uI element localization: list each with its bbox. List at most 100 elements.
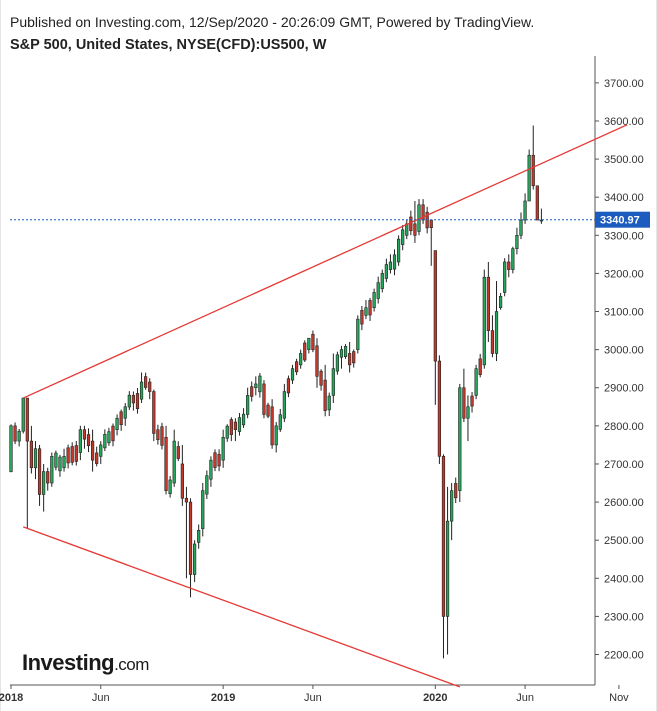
- candle-body: [539, 219, 543, 222]
- candle-body: [13, 425, 17, 442]
- candle-body: [58, 456, 62, 472]
- candle-body: [241, 413, 246, 426]
- candle-body: [115, 417, 119, 430]
- candle-body: [356, 318, 360, 350]
- candle-body: [164, 436, 168, 491]
- y-tick-label: 3700.00: [604, 78, 644, 90]
- y-tick-label: 3600.00: [604, 116, 644, 128]
- candle-body: [372, 292, 376, 309]
- candle-body: [437, 360, 442, 457]
- candle-body: [523, 200, 527, 221]
- y-tick-label: 3400.00: [604, 192, 644, 204]
- candle-body: [229, 419, 233, 435]
- x-tick-label: Jun: [304, 692, 322, 704]
- candle-body: [315, 345, 319, 377]
- candle-body: [123, 406, 127, 419]
- candle-body: [490, 330, 495, 354]
- candle-body: [348, 353, 352, 366]
- candle-body: [250, 386, 254, 397]
- candle-body: [262, 383, 266, 415]
- y-tick-label: 3500.00: [604, 154, 644, 166]
- candle-body: [364, 307, 368, 316]
- candle-body: [246, 395, 250, 415]
- candle-body: [213, 452, 217, 468]
- candle-body: [152, 391, 156, 434]
- candle-body: [319, 370, 323, 386]
- candle-body: [441, 456, 446, 617]
- candle-body: [148, 381, 152, 392]
- candle-body: [450, 490, 454, 522]
- y-tick-label: 2900.00: [604, 383, 644, 395]
- candle-body: [535, 185, 539, 221]
- candle-body: [380, 273, 384, 289]
- candle-body: [99, 444, 103, 457]
- candle-body: [486, 276, 490, 331]
- candle-body: [172, 440, 176, 484]
- candle-body: [413, 223, 417, 236]
- candle-body: [46, 471, 50, 484]
- candle-body: [331, 368, 335, 396]
- candle-body: [62, 456, 66, 469]
- y-tick-label: 2700.00: [604, 459, 644, 471]
- candle-body: [323, 379, 327, 411]
- candle-body: [429, 219, 433, 228]
- x-tick-label: 2019: [211, 692, 235, 704]
- symbol-title: S&P 500, United States, NYSE(CFD):US500,…: [10, 37, 327, 53]
- candle-body: [458, 387, 462, 491]
- candle-body: [507, 261, 511, 270]
- candle-body: [527, 154, 531, 202]
- candle-body: [21, 397, 25, 432]
- candle-body: [107, 431, 111, 444]
- y-tick-label: 3100.00: [604, 307, 644, 319]
- logo-suffix: .com: [114, 655, 149, 674]
- candle-body: [74, 445, 78, 462]
- candle-body: [531, 154, 535, 187]
- candle-body: [119, 411, 123, 425]
- candle-body: [193, 543, 197, 575]
- candle-body: [221, 436, 225, 461]
- candle-body: [25, 397, 29, 442]
- y-tick-label: 2400.00: [604, 573, 644, 585]
- candle-body: [217, 454, 221, 467]
- y-tick-label: 2500.00: [604, 535, 644, 547]
- logo-brand: Investing: [22, 650, 115, 675]
- candle-body: [201, 490, 205, 530]
- candle-body: [42, 471, 46, 495]
- candle-body: [135, 393, 140, 410]
- candle-body: [352, 351, 356, 364]
- candle-body: [511, 248, 515, 270]
- candle-body: [144, 376, 148, 388]
- candle-body: [368, 300, 372, 316]
- candle-body: [254, 383, 258, 389]
- candle-body: [401, 229, 405, 245]
- candle-body: [454, 483, 458, 499]
- candle-body: [270, 406, 274, 446]
- candle-body: [343, 346, 348, 357]
- x-tick-label: Jun: [516, 692, 534, 704]
- candle-body: [515, 235, 519, 249]
- y-tick-label: 2800.00: [604, 421, 644, 433]
- candle-body: [78, 429, 82, 453]
- candle-body: [184, 497, 189, 503]
- candle-body: [278, 414, 282, 430]
- candle-body: [470, 395, 474, 407]
- candle-body: [335, 354, 340, 372]
- publish-info: Published on Investing.com, 12/Sep/2020 …: [10, 14, 535, 30]
- candle-body: [282, 391, 286, 419]
- last-price-label: 3340.97: [600, 215, 640, 227]
- candle-body: [139, 381, 144, 400]
- candle-body: [160, 426, 164, 446]
- candle-body: [70, 446, 74, 463]
- candle-body: [474, 368, 478, 396]
- candle-body: [95, 452, 99, 464]
- y-tick-label: 2200.00: [604, 650, 644, 662]
- y-tick-label: 3300.00: [604, 230, 644, 242]
- candle-body: [445, 520, 450, 617]
- candle-body: [339, 349, 344, 358]
- candle-body: [392, 254, 397, 270]
- candle-body: [294, 361, 299, 373]
- candle-body: [299, 353, 303, 366]
- candle-body: [29, 440, 34, 469]
- candle-body: [127, 394, 131, 408]
